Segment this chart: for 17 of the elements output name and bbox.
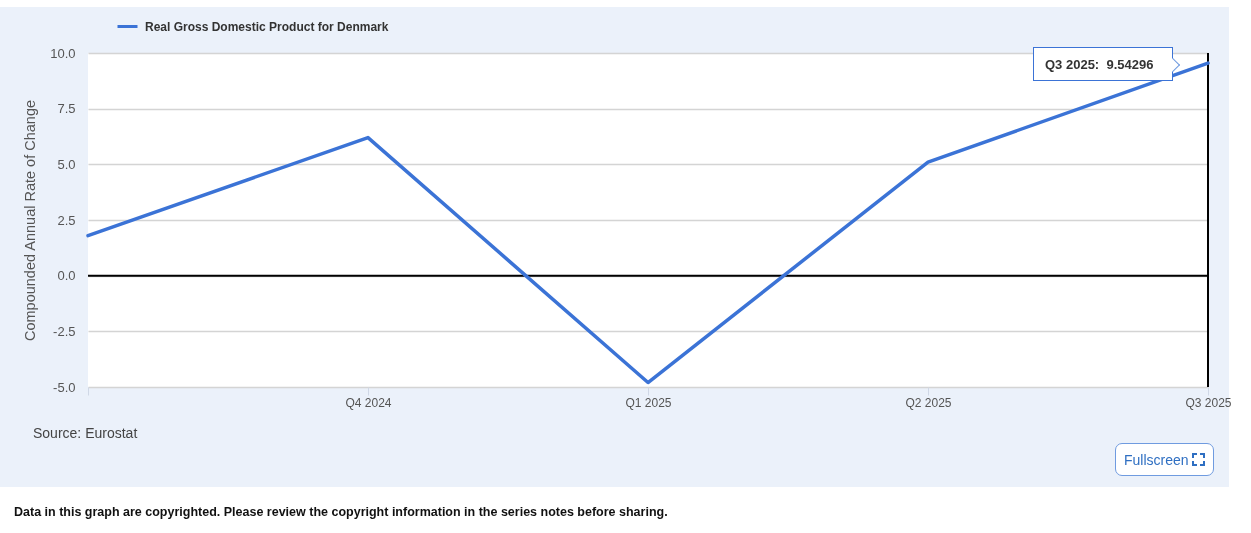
x-tick-label: Q4 2024	[345, 395, 392, 410]
y-tick-label: -2.5	[53, 323, 76, 339]
y-tick-label: 5.0	[57, 156, 76, 172]
y-tick-label: 10.0	[50, 45, 76, 61]
x-tick-label: Q1 2025	[625, 395, 672, 410]
y-tick-label: 7.5	[57, 101, 76, 117]
y-tick-label: -5.0	[53, 379, 76, 395]
fullscreen-button: Fullscreen	[1115, 443, 1214, 476]
y-tick-label: 0.0	[57, 268, 76, 284]
text: Data in this graph are copyrighted. Please review the copyright information in the series notes before sharing.	[14, 505, 668, 519]
x-tick-label: Q2 2025	[905, 395, 952, 410]
source-note: Source: Eurostat	[33, 425, 138, 441]
y-axis-title: Compounded Annual Rate of Change	[22, 99, 39, 342]
x-tick-label: Q3 2025	[1185, 395, 1232, 410]
y-tick-label: 2.5	[57, 212, 76, 228]
annotation: Q3 2025: 9.54296	[1045, 56, 1154, 72]
legend-label: Real Gross Domestic Product for Denmark	[145, 19, 389, 34]
